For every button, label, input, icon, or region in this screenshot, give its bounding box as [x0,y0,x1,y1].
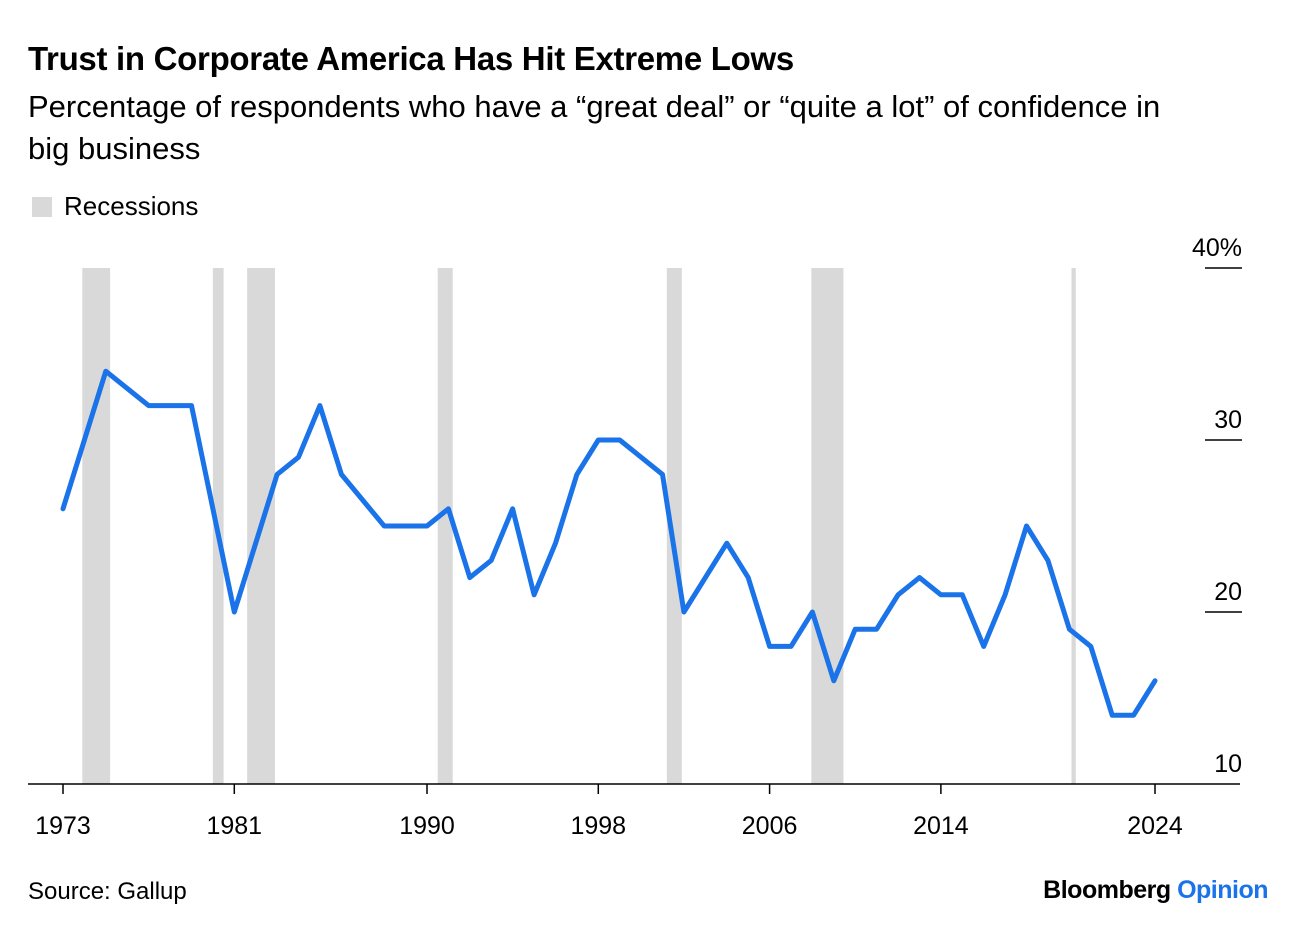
recession-band [666,268,682,784]
brand-accent: Opinion [1177,876,1268,904]
x-tick-label: 1998 [570,812,626,840]
x-tick-label: 2014 [913,812,969,840]
chart-title: Trust in Corporate America Has Hit Extre… [28,40,794,77]
legend-label: Recessions [64,191,199,221]
x-tick-label: 1973 [35,812,91,840]
source-note: Source: Gallup [28,878,187,905]
series-line [60,368,1158,718]
legend: Recessions [32,191,198,222]
recession-band [1071,268,1076,784]
recession-band [437,268,453,784]
y-tick-label: 20 [1214,578,1242,606]
x-tick-label: 1990 [399,812,455,840]
chart-subtitle: Percentage of respondents who have a “gr… [28,89,1161,166]
y-tick-label: 40% [1192,234,1242,262]
x-tick-label: 2024 [1127,812,1183,840]
x-tick-label: 2006 [742,812,798,840]
series-layer [60,368,1158,718]
recession-swatch [32,196,52,217]
x-axis: 1973 1981 1990 1998 2006 2014 2024 [35,784,1183,840]
recession-bands [82,268,1076,784]
brand-name: Bloomberg [1043,876,1171,904]
recession-band [811,268,844,784]
recession-band [82,268,111,784]
y-tick-label: 30 [1214,406,1242,434]
brand-logo: Bloomberg Opinion [1043,876,1268,905]
y-axis: 10 20 30 40% [1192,234,1242,778]
x-tick-label: 1981 [206,812,262,840]
y-tick-label: 10 [1214,750,1242,778]
